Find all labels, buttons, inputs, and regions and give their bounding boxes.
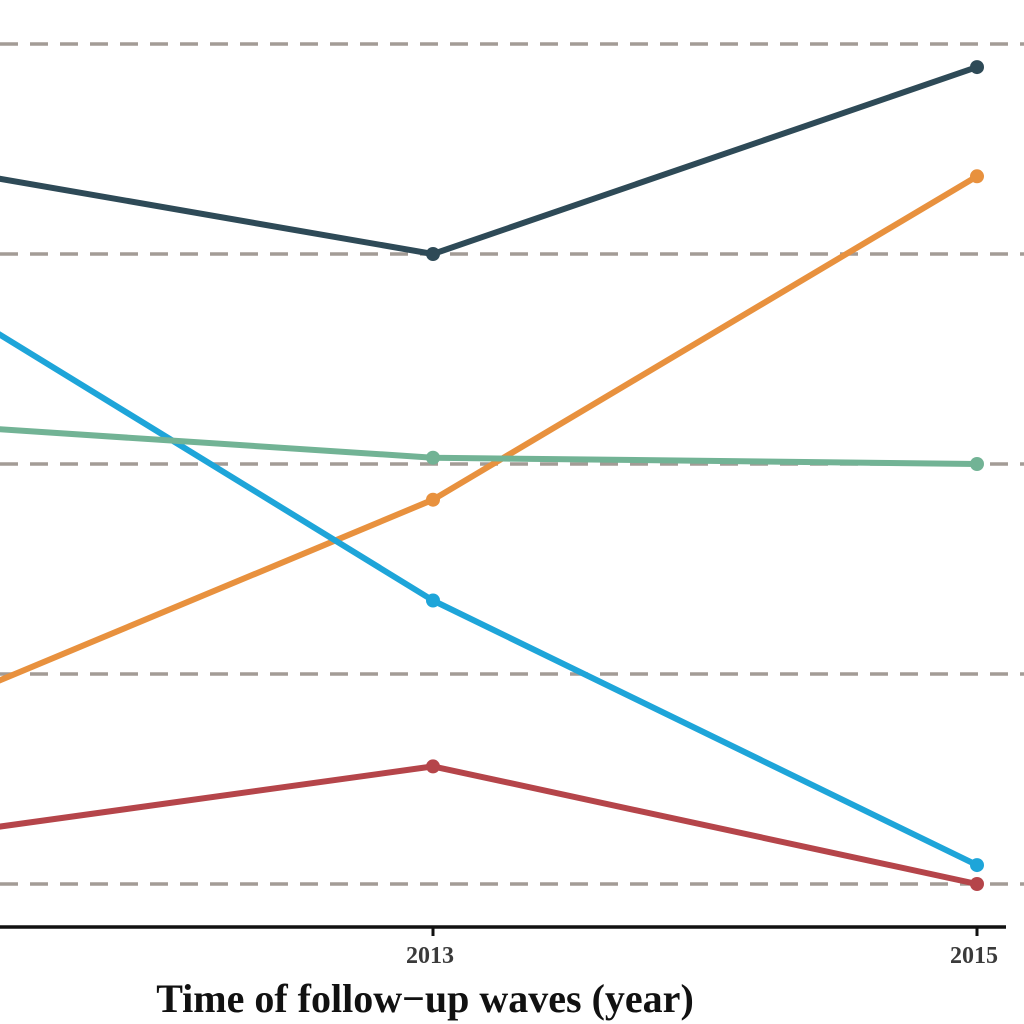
x-tick-label: 2015	[950, 943, 998, 969]
series-4	[0, 426, 984, 471]
data-point	[426, 759, 440, 774]
series-line-4	[0, 426, 980, 467]
data-point	[970, 858, 984, 873]
data-point	[426, 492, 440, 507]
x-tick-label: 2013	[406, 943, 454, 969]
x-axis-title: Time of follow−up waves (year)	[156, 976, 694, 1021]
series-1	[0, 60, 984, 261]
data-point	[970, 60, 984, 75]
data-point	[426, 593, 440, 608]
series-line-2	[0, 173, 980, 684]
series-3	[0, 331, 984, 873]
data-point	[970, 169, 984, 184]
data-point	[970, 877, 984, 891]
data-point	[426, 247, 440, 261]
series-2	[0, 169, 984, 684]
data-point	[970, 457, 984, 471]
data-point	[426, 450, 440, 465]
series-line-1	[0, 64, 980, 257]
x-axis-ticks: 2013 2015	[406, 927, 998, 969]
series-line-5	[0, 763, 980, 887]
series-5	[0, 759, 984, 891]
series-line-3	[0, 331, 980, 869]
series-lines	[0, 60, 984, 891]
